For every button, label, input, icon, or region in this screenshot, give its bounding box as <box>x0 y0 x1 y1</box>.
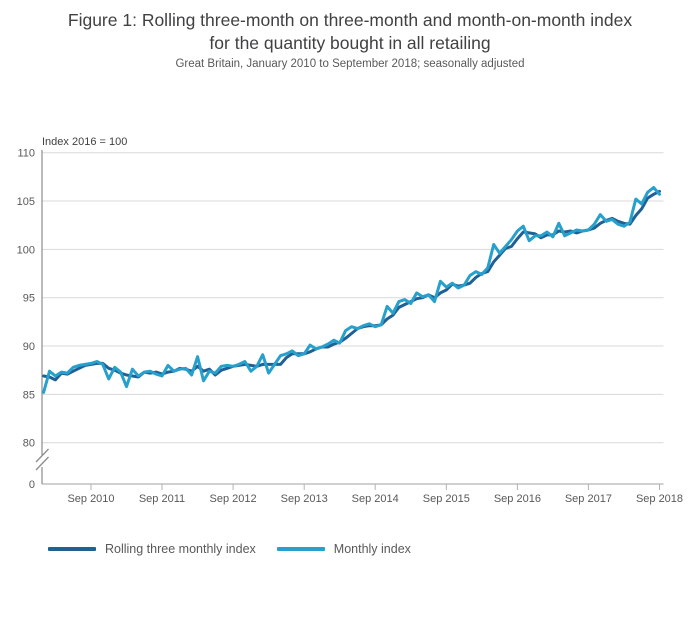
x-tick-label: Sep 2013 <box>281 493 328 505</box>
legend-swatch-monthly-index <box>276 547 325 551</box>
x-tick-label: Sep 2015 <box>423 493 470 505</box>
x-tick-label: Sep 2011 <box>139 493 185 505</box>
x-tick-label: Sep 2010 <box>67 493 114 505</box>
y-tick-label-zero: 0 <box>29 479 35 491</box>
series-line-monthly-index <box>42 186 661 394</box>
x-tick-label: Sep 2018 <box>636 493 683 505</box>
chart-legend: Rolling three monthly index Monthly inde… <box>48 542 411 556</box>
x-tick-label: Sep 2016 <box>494 493 541 505</box>
axis-break-slash <box>35 448 49 463</box>
legend-swatch-rolling-index <box>48 547 96 551</box>
series-line-rolling-index <box>42 189 661 382</box>
figure-subtitle: Great Britain, January 2010 to September… <box>175 58 525 70</box>
figure-title-line-1: Figure 1: Rolling three-month on three-m… <box>67 10 633 30</box>
x-tick-label: Sep 2017 <box>565 493 612 505</box>
legend-item-monthly-index: Monthly index <box>276 542 411 556</box>
legend-item-rolling-index: Rolling three monthly index <box>48 542 256 556</box>
y-tick-label: 105 <box>17 196 35 208</box>
x-axis-ticks: Sep 2010 Sep 2011 Sep 2012 Sep 2013 Sep 2014… <box>67 484 683 505</box>
y-tick-label: 85 <box>23 389 35 401</box>
y-gridlines: 110 105 100 95 90 85 80 <box>17 148 664 450</box>
y-tick-label: 100 <box>17 244 35 256</box>
y-tick-label: 95 <box>23 293 35 305</box>
x-tick-label: Sep 2014 <box>352 493 399 505</box>
figure-title-line-2: for the quantity bought in all retailing <box>209 33 491 53</box>
y-tick-label: 90 <box>23 341 35 353</box>
legend-label-monthly-index: Monthly index <box>333 542 411 556</box>
x-tick-label: Sep 2012 <box>210 493 257 505</box>
figure-title: Figure 1: Rolling three-month on three-m… <box>0 9 700 55</box>
axis-break-slash <box>35 456 49 471</box>
y-axis-unit-label: Index 2016 = 100 <box>42 136 128 148</box>
y-tick-label: 80 <box>23 438 35 450</box>
y-tick-label: 110 <box>17 148 35 160</box>
legend-label-rolling-index: Rolling three monthly index <box>105 542 256 556</box>
